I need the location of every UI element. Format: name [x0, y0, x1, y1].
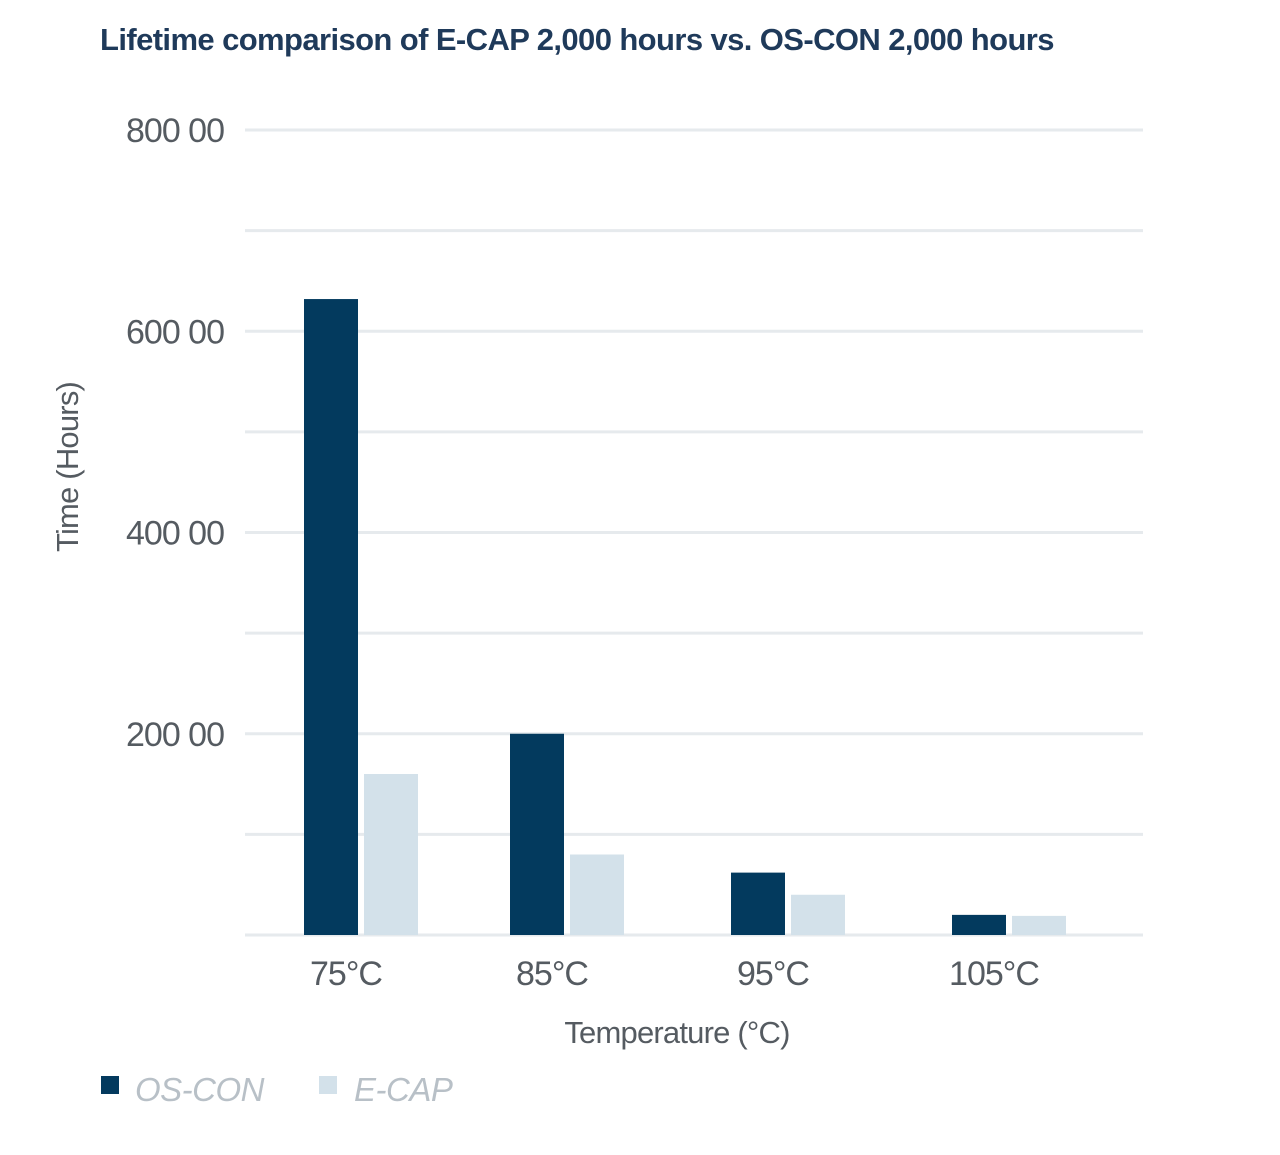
- bar-e-cap-1: [570, 854, 624, 935]
- legend-label-os-con: OS-CON: [135, 1071, 265, 1108]
- bar-os-con-2: [731, 872, 785, 935]
- legend-swatch-os-con: [101, 1076, 119, 1094]
- bar-e-cap-3: [1012, 915, 1066, 935]
- bar-e-cap-0: [364, 774, 418, 935]
- bar-e-cap-2: [791, 894, 845, 935]
- legend-label-e-cap: E-CAP: [354, 1071, 453, 1108]
- y-tick-label: 600 00: [126, 313, 224, 351]
- bar-os-con-1: [510, 733, 564, 935]
- y-tick-label: 800 00: [126, 112, 224, 150]
- chart-title: Lifetime comparison of E-CAP 2,000 hours…: [100, 22, 1055, 57]
- bar-os-con-3: [952, 914, 1006, 935]
- legend-swatch-e-cap: [319, 1076, 337, 1094]
- bar-os-con-0: [304, 299, 358, 935]
- x-axis-title: Temperature (°C): [564, 1015, 789, 1050]
- x-tick-label: 85°C: [516, 955, 588, 993]
- x-tick-label: 95°C: [737, 955, 809, 993]
- y-axis-title: Time (Hours): [50, 382, 85, 552]
- legend: OS-CON E-CAP: [101, 1071, 453, 1108]
- y-tick-label: 400 00: [126, 515, 224, 553]
- x-tick-label: 105°C: [949, 955, 1039, 993]
- x-axis-ticks: 75°C 85°C 95°C 105°C: [310, 955, 1040, 993]
- y-tick-label: 200 00: [126, 716, 224, 754]
- y-axis-ticks: 200 00 400 00 600 00 800 00: [126, 112, 225, 754]
- bars: [304, 299, 1066, 935]
- x-tick-label: 75°C: [310, 955, 382, 993]
